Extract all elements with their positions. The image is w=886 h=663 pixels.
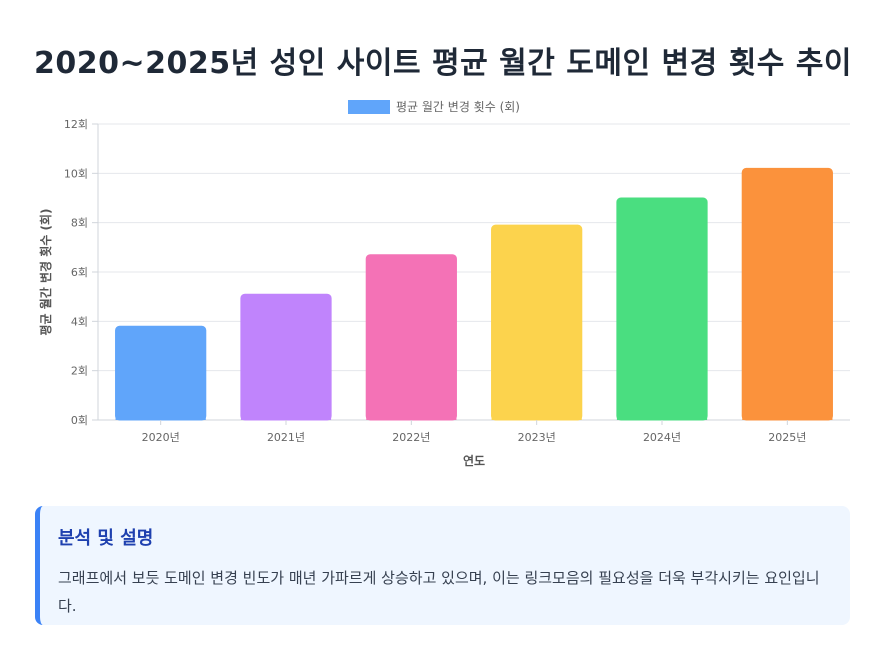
y-tick-label: 0회 [71,414,88,427]
bar-2021년 [240,293,332,421]
x-tick-label: 2024년 [643,431,681,444]
bar-base-2025년 [742,416,833,420]
bar-base-2020년 [115,416,206,420]
page-title: 2020~2025년 성인 사이트 평균 월간 도메인 변경 횟수 추이 [33,46,853,81]
bar-2022년 [365,254,457,421]
y-tick-label: 4회 [71,315,88,328]
y-tick-label: 12회 [64,118,88,131]
x-tick-label: 2023년 [518,431,556,444]
analysis-text: 그래프에서 보듯 도메인 변경 빈도가 매년 가파르게 상승하고 있으며, 이는… [58,569,820,615]
legend-label: 평균 월간 변경 횟수 (회) [396,100,520,114]
legend-swatch [348,100,390,114]
x-tick-label: 2020년 [142,431,180,444]
analysis-title: 분석 및 설명 [58,528,154,549]
y-tick-label: 6회 [71,266,88,279]
bar-chart: 0회 2회 4회 6회 8회 10회 12회 2020년 2021년 2022년 2023년 2024… [38,100,850,468]
bar-base-2024년 [616,416,708,420]
y-tick-label: 10회 [64,167,88,180]
x-tick-label: 2021년 [267,431,305,444]
bar-2020년 [115,325,207,421]
bar-2025년 [741,167,833,421]
x-tick-label: 2022년 [392,431,430,444]
y-axis-title: 평균 월간 변경 횟수 (회) [38,208,53,335]
x-tick-label: 2025년 [768,431,806,444]
bar-2024년 [616,197,708,421]
bar-2023년 [491,224,583,421]
x-axis-title: 연도 [463,453,485,468]
y-tick-label: 2회 [71,365,88,378]
bar-base-2023년 [491,416,582,420]
bar-base-2021년 [240,416,332,420]
analysis-box: 분석 및 설명 그래프에서 보듯 도메인 변경 빈도가 매년 가파르게 상승하고… [35,506,850,625]
y-tick-label: 8회 [71,217,88,230]
bar-base-2022년 [366,416,457,420]
